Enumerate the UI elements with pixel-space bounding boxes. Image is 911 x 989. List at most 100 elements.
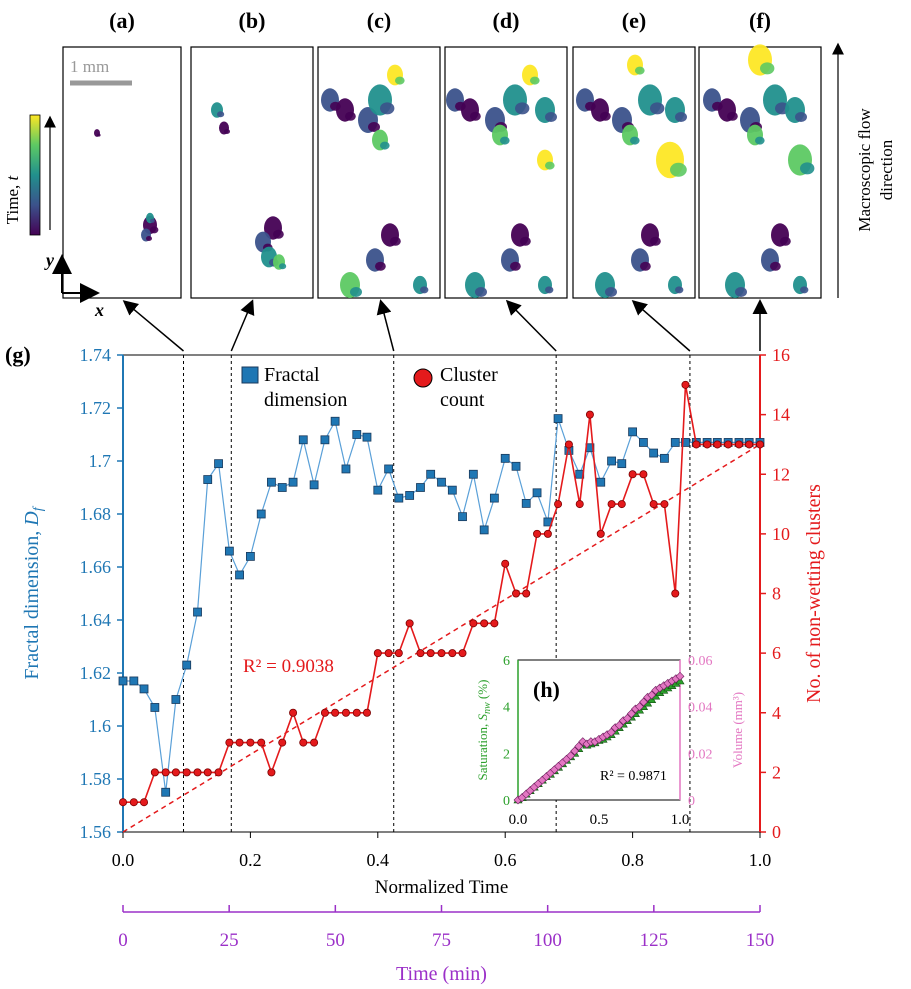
- cluster-count-point: [692, 440, 701, 449]
- right-y-tick-label: 10: [772, 524, 790, 544]
- nonwetting-cluster: [545, 161, 555, 170]
- nonwetting-cluster: [670, 162, 687, 177]
- fractal-dimension-point: [256, 509, 266, 519]
- cluster-count-point: [203, 768, 212, 777]
- fractal-dimension-point: [309, 480, 319, 490]
- inset-right-tick-label: 0.06: [688, 654, 713, 669]
- fractal-dimension-point: [681, 438, 690, 447]
- fractal-dimension-point: [596, 477, 606, 487]
- nonwetting-cluster: [735, 287, 747, 297]
- time-axis-title: Time (min): [396, 963, 487, 985]
- cluster-count-point: [352, 708, 361, 717]
- cluster-count-point: [405, 619, 414, 628]
- fractal-dimension-point: [394, 493, 404, 503]
- cluster-count-point: [129, 798, 138, 807]
- nonwetting-cluster: [545, 112, 557, 122]
- inset-left-tick-label: 6: [503, 654, 510, 669]
- nonwetting-cluster: [675, 112, 687, 122]
- image-panel: [572, 46, 696, 299]
- panel-label: (a): [109, 8, 135, 33]
- time-axis-tick-label: 25: [220, 930, 239, 951]
- image-panel: [698, 44, 822, 299]
- fractal-dimension-point: [447, 485, 457, 495]
- fractal-dimension-point: [489, 493, 499, 503]
- nonwetting-cluster: [650, 236, 661, 246]
- panel-connector-arrow: [376, 299, 395, 352]
- cluster-count-point: [448, 649, 457, 658]
- nonwetting-cluster: [630, 136, 640, 145]
- fractal-dimension-point: [330, 416, 340, 426]
- nonwetting-cluster: [395, 76, 405, 85]
- fractal-dimension-point: [277, 483, 287, 492]
- nonwetting-cluster: [635, 66, 645, 75]
- cluster-count-point: [554, 500, 563, 509]
- cluster-count-point: [533, 529, 542, 538]
- nonwetting-cluster: [520, 236, 531, 246]
- cluster-count-point: [235, 738, 244, 747]
- nonwetting-cluster: [795, 112, 807, 122]
- trendline: [122, 443, 761, 833]
- main-chart: (g) 1.56 1.58 1.6 1.62 1.64 1.66 1.68 1.7 1.72 1.7…: [5, 299, 825, 985]
- nonwetting-cluster: [760, 62, 775, 75]
- left-y-tick-label: 1.56: [80, 822, 112, 842]
- nonwetting-cluster: [150, 226, 159, 234]
- image-panel: [444, 46, 568, 299]
- time-axis-tick-label: 50: [326, 930, 345, 951]
- inset-chart: 0 2 4 6 0 0.02 0.04 0.06 0.0 0.5 1.0 Saturation, Sn…: [475, 654, 745, 828]
- colorbar: [29, 114, 41, 236]
- right-y-tick-label: 0: [772, 822, 781, 842]
- left-y-tick-label: 1.66: [80, 557, 112, 577]
- nonwetting-cluster: [380, 141, 390, 150]
- cluster-count-point: [182, 768, 191, 777]
- panel-label: (f): [749, 8, 771, 33]
- volume-point: [566, 751, 576, 761]
- nonwetting-cluster: [475, 287, 487, 297]
- nonwetting-cluster: [510, 261, 521, 271]
- fractal-dimension-point: [437, 477, 446, 487]
- panel-label: (b): [239, 8, 266, 33]
- volume-point: [574, 741, 584, 751]
- inset-left-tick-label: 2: [503, 747, 510, 762]
- inset-left-axis-title: Saturation, Snw (%): [475, 680, 493, 781]
- cluster-count-point: [394, 649, 403, 658]
- x-tick-label: 0.4: [367, 850, 390, 870]
- nonwetting-cluster: [755, 136, 765, 145]
- panel-label: (e): [622, 8, 646, 33]
- cluster-count-point: [257, 738, 266, 747]
- cluster-count-point: [724, 440, 733, 449]
- cluster-count-point: [119, 798, 128, 807]
- right-y-tick-label: 16: [772, 345, 790, 365]
- fractal-dimension-point: [288, 477, 298, 487]
- cluster-count-point: [639, 470, 648, 479]
- nonwetting-cluster: [217, 111, 225, 118]
- panel-frame: [62, 46, 182, 299]
- cluster-count-point: [734, 440, 743, 449]
- cluster-count-point: [575, 500, 584, 509]
- fractal-dimension-point: [193, 607, 202, 617]
- fractal-dimension-point: [129, 676, 139, 686]
- nonwetting-cluster: [224, 129, 230, 134]
- fractal-dimension-point: [384, 464, 394, 474]
- cluster-count-point: [373, 649, 382, 658]
- fractal-dimension-point: [628, 427, 637, 437]
- nonwetting-cluster: [800, 162, 815, 175]
- volume-point: [639, 697, 648, 707]
- nonwetting-cluster: [470, 111, 481, 121]
- image-panels: (a) (b) (c) (d) (e) (f) 1 mm: [62, 8, 822, 299]
- legend-label-fractal-line2: dimension: [264, 389, 347, 411]
- panel-connector-arrow: [631, 300, 691, 352]
- fractal-dimension-point: [373, 485, 383, 495]
- nonwetting-cluster: [390, 236, 401, 246]
- legend-label-fractal-line1: Fractal: [264, 364, 320, 386]
- inset-panel-label: (h): [533, 677, 560, 702]
- cluster-count-point: [193, 768, 202, 777]
- inset-right-tick-label: 0.04: [688, 701, 713, 716]
- x-axis-letter: x: [94, 300, 104, 320]
- chart-panel-label: (g): [5, 342, 31, 367]
- legend-marker-fractal: [241, 366, 259, 384]
- volume-point: [578, 737, 588, 747]
- legend-label-cluster-line1: Cluster: [440, 364, 498, 386]
- left-y-tick-label: 1.64: [80, 610, 112, 630]
- cluster-count-point: [585, 410, 594, 419]
- fractal-dimension-point: [352, 430, 362, 439]
